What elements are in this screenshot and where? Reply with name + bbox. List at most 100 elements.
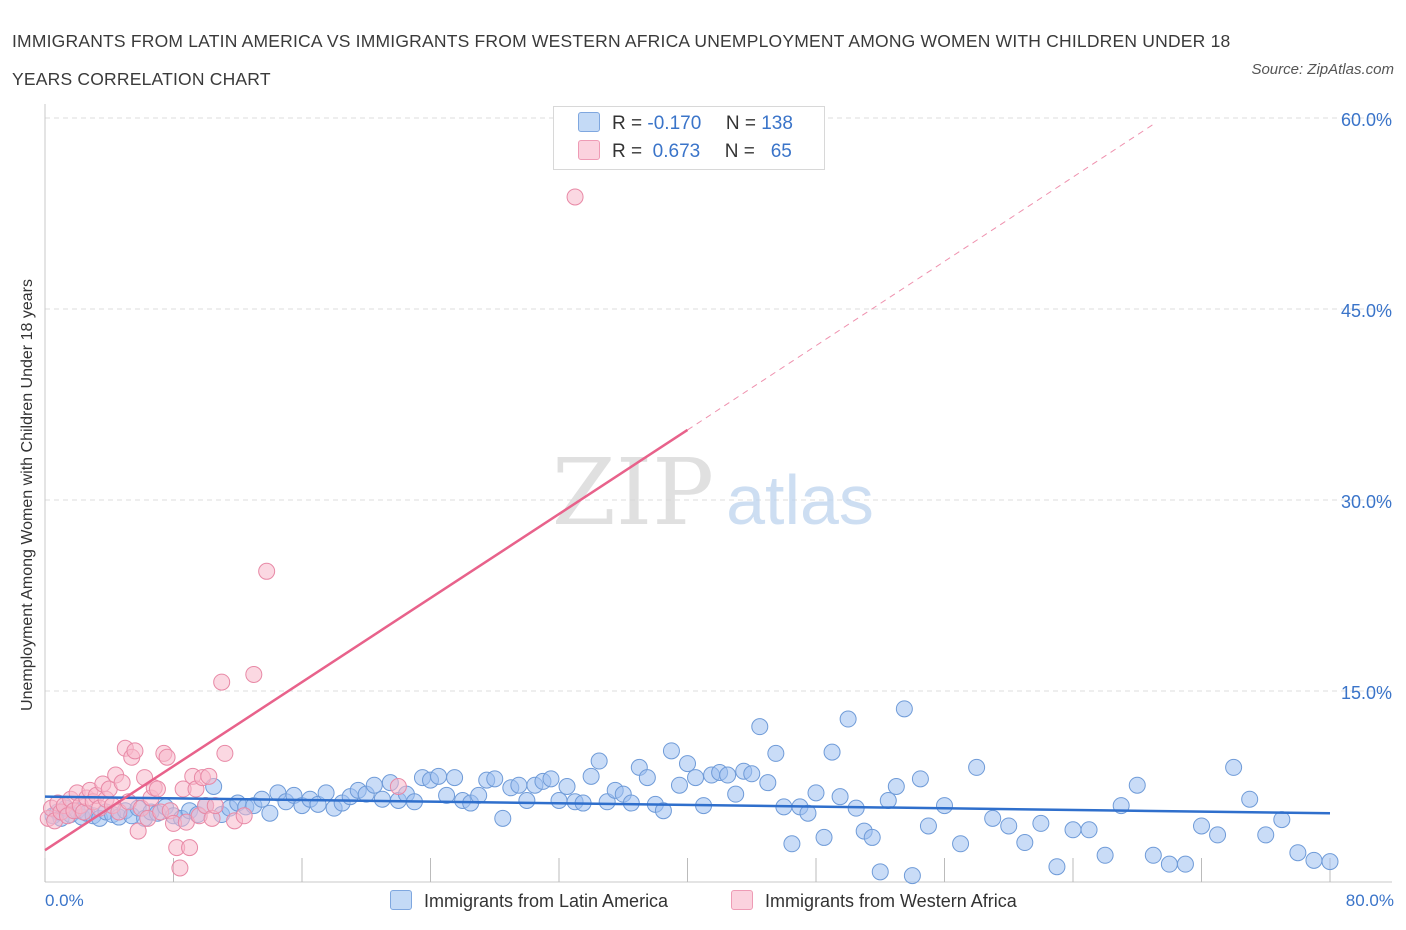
point-latin-america (815, 828, 833, 846)
point-latin-america (863, 828, 881, 846)
point-latin-america (911, 770, 929, 788)
point-western-africa (258, 562, 276, 580)
point-western-africa (213, 673, 231, 691)
point-latin-america (494, 809, 512, 827)
watermark: ZIP atlas (552, 439, 874, 546)
point-western-africa (129, 822, 147, 840)
stat-r-value: 0.673 (647, 141, 701, 162)
point-western-africa (113, 774, 131, 792)
point-latin-america (365, 776, 383, 794)
point-latin-america (1000, 817, 1018, 835)
point-latin-america (670, 776, 688, 794)
legend: Immigrants from Latin America Immigrants… (0, 890, 1406, 916)
data-points (39, 188, 1339, 885)
point-latin-america (510, 776, 528, 794)
legend-label: Immigrants from Western Africa (765, 891, 1017, 911)
legend-item-latin-america[interactable]: Immigrants from Latin America (390, 890, 668, 912)
point-latin-america (823, 743, 841, 761)
point-latin-america (679, 755, 696, 773)
y-tick-labels: 15.0% 30.0% 45.0% 60.0% (1341, 110, 1392, 703)
point-latin-america (952, 835, 970, 853)
stat-r-value: -0.170 (647, 113, 702, 134)
stat-swatch-western-africa (578, 140, 600, 160)
point-latin-america (1273, 811, 1291, 829)
x-tick-label-min: 0.0% (45, 891, 84, 910)
point-latin-america (767, 744, 785, 762)
trend-line-latin-america (44, 795, 1331, 815)
point-western-africa (181, 839, 199, 857)
point-latin-america (1321, 853, 1339, 871)
point-western-africa (389, 778, 407, 795)
point-latin-america (727, 785, 745, 803)
chart-title: IMMIGRANTS FROM LATIN AMERICA VS IMMIGRA… (12, 31, 1231, 89)
point-latin-america (558, 778, 576, 795)
trend-extension-western-africa (687, 123, 1154, 431)
point-latin-america (968, 758, 986, 776)
point-latin-america (1064, 821, 1082, 839)
y-tick-label: 60.0% (1341, 110, 1392, 130)
point-latin-america (1241, 790, 1259, 808)
point-latin-america (430, 767, 448, 785)
point-latin-america (1209, 826, 1227, 844)
point-latin-america (919, 817, 937, 835)
point-latin-america (759, 774, 777, 792)
point-western-africa (200, 767, 218, 785)
point-latin-america (1176, 855, 1194, 873)
point-latin-america (984, 809, 1002, 827)
point-latin-america (895, 700, 913, 718)
x-tick-label-max: 80.0% (1345, 891, 1394, 910)
point-latin-america (879, 792, 897, 810)
point-latin-america (1193, 817, 1210, 835)
trend-line-western-africa (44, 428, 689, 852)
point-latin-america (446, 769, 464, 787)
point-latin-america (719, 766, 737, 784)
point-western-africa (245, 665, 263, 683)
point-latin-america (839, 710, 857, 728)
legend-swatch-latin-america (390, 890, 412, 910)
point-western-africa (216, 744, 234, 762)
point-latin-america (903, 867, 921, 885)
point-latin-america (1289, 844, 1307, 862)
point-latin-america (550, 792, 568, 810)
stat-n-value: 65 (760, 141, 792, 162)
legend-item-western-africa[interactable]: Immigrants from Western Africa (731, 890, 1017, 912)
y-tick-label: 30.0% (1341, 492, 1392, 512)
point-latin-america (261, 804, 279, 822)
stat-row-latin-america: R = -0.170 N = 138 (578, 112, 793, 138)
point-latin-america (936, 797, 953, 815)
point-latin-america (751, 718, 769, 736)
point-western-africa (158, 748, 176, 766)
y-tick-label: 15.0% (1341, 683, 1392, 703)
legend-swatch-western-africa (731, 890, 753, 910)
point-western-africa (148, 780, 166, 798)
point-western-africa (171, 859, 189, 877)
point-latin-america (1080, 821, 1098, 839)
point-latin-america (1225, 758, 1243, 776)
point-latin-america (831, 788, 849, 806)
stat-n-label: N = (725, 113, 756, 134)
point-western-africa (206, 797, 224, 815)
point-latin-america (1128, 776, 1146, 794)
point-latin-america (799, 804, 817, 822)
point-latin-america (1160, 855, 1178, 873)
point-latin-america (1144, 846, 1162, 864)
stat-swatch-latin-america (578, 112, 600, 132)
stat-n-value: 138 (761, 113, 793, 134)
point-latin-america (518, 792, 536, 810)
point-western-africa (126, 742, 144, 760)
gridlines (45, 117, 1392, 692)
correlation-stats-box: R = -0.170 N = 138 R = 0.673 N = 65 (553, 106, 825, 170)
point-latin-america (1096, 846, 1114, 864)
point-latin-america (317, 784, 335, 802)
stat-n-label: N = (724, 141, 755, 162)
point-latin-america (807, 784, 825, 802)
point-latin-america (542, 770, 560, 788)
point-latin-america (590, 752, 608, 770)
point-latin-america (1048, 858, 1066, 876)
stat-row-western-africa: R = 0.673 N = 65 (578, 140, 792, 166)
stat-r-label: R = (612, 113, 643, 134)
point-latin-america (743, 765, 761, 783)
y-tick-label: 45.0% (1341, 301, 1392, 321)
point-latin-america (486, 770, 504, 788)
